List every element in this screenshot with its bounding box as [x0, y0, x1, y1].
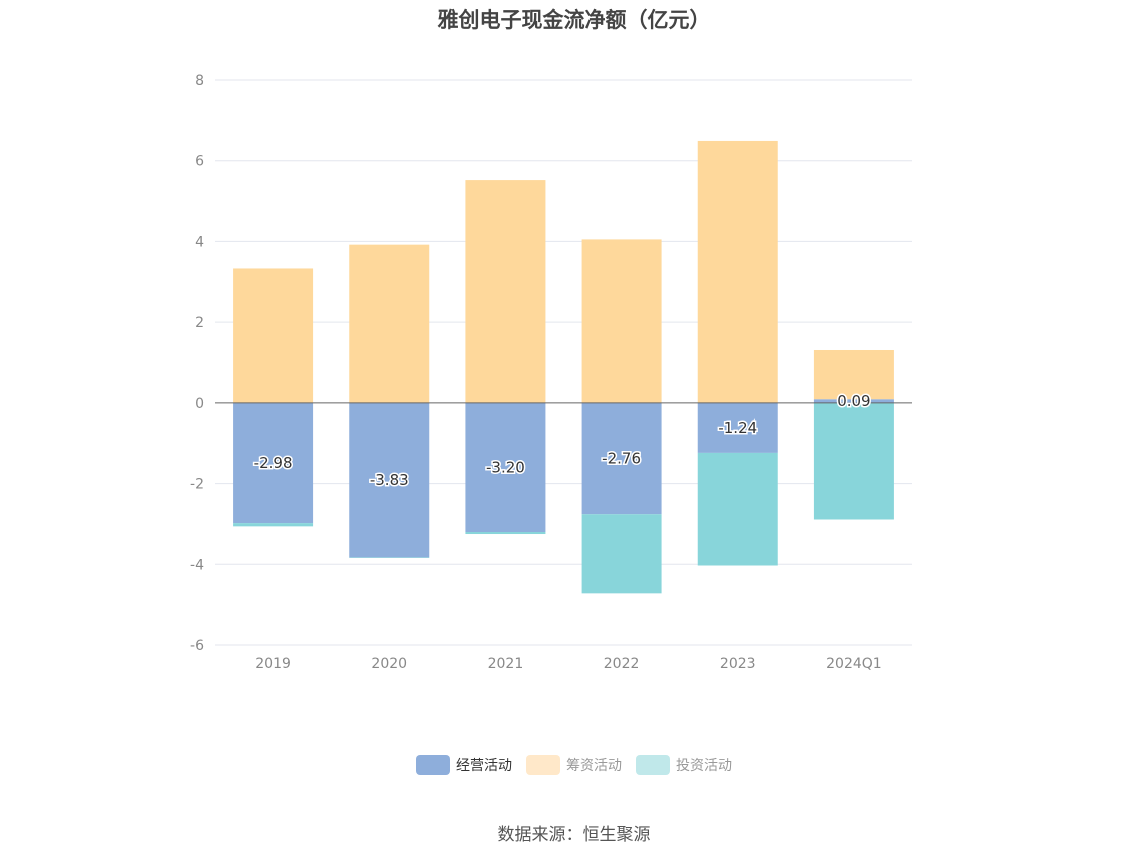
legend-swatch-investing	[636, 755, 670, 775]
y-tick-label: 6	[195, 154, 204, 170]
y-tick-label: -2	[190, 477, 204, 493]
x-tick-label: 2022	[604, 656, 640, 672]
y-tick-label: 8	[195, 73, 204, 89]
bar-operating	[233, 402, 314, 524]
bar-investing	[581, 514, 662, 594]
y-tick-label: 4	[195, 234, 204, 250]
x-tick-label: 2020	[371, 656, 407, 672]
data-label: -3.20	[486, 458, 525, 476]
y-tick-label: -6	[190, 638, 204, 654]
x-tick-label: 2021	[488, 656, 524, 672]
cash-flow-chart: 8 6 4 2 0 -2 -4 -6 2019 2020 2021 2022 2023 2024Q1 -2.…	[190, 73, 912, 672]
legend-item-operating[interactable]: 经营活动	[416, 755, 512, 775]
bar-financing	[581, 239, 662, 403]
y-tick-label: -4	[190, 557, 204, 573]
data-label: -2.98	[254, 454, 293, 472]
data-label: -1.24	[718, 419, 757, 437]
x-tick-label: 2024Q1	[826, 656, 882, 672]
x-tick-label: 2023	[720, 656, 756, 672]
bar-operating	[697, 402, 778, 453]
legend-label-investing: 投资活动	[676, 758, 732, 774]
chart-legend: 经营活动 筹资活动 投资活动	[0, 755, 1148, 775]
bar-investing	[349, 557, 430, 558]
bar-financing	[697, 140, 778, 403]
bar-investing	[465, 532, 546, 535]
bar-investing	[233, 523, 314, 527]
data-label: 0.09	[837, 392, 870, 410]
legend-label-financing: 筹资活动	[566, 758, 622, 774]
x-tick-label: 2019	[255, 656, 291, 672]
y-tick-label: 0	[195, 396, 204, 412]
data-source-note: 数据来源：恒生聚源	[497, 825, 651, 845]
chart-title: 雅创电子现金流净额（亿元）	[437, 8, 711, 32]
y-tick-label: 2	[195, 315, 204, 331]
legend-item-investing[interactable]: 投资活动	[636, 755, 732, 775]
bar-investing	[813, 402, 894, 520]
bar-investing	[697, 452, 778, 566]
bar-financing	[813, 349, 894, 400]
legend-label-operating: 经营活动	[456, 758, 512, 774]
legend-swatch-operating	[416, 755, 450, 775]
bar-financing	[233, 268, 314, 403]
legend-item-financing[interactable]: 筹资活动	[526, 755, 622, 775]
bar-operating	[465, 402, 546, 532]
bar-operating	[349, 402, 430, 558]
bar-operating	[813, 399, 894, 403]
bar-financing	[349, 244, 430, 403]
data-label: -3.83	[370, 471, 409, 489]
bar-financing	[465, 180, 546, 403]
data-label: -2.76	[602, 450, 641, 468]
bar-operating	[581, 402, 662, 515]
legend-swatch-financing	[526, 755, 560, 775]
